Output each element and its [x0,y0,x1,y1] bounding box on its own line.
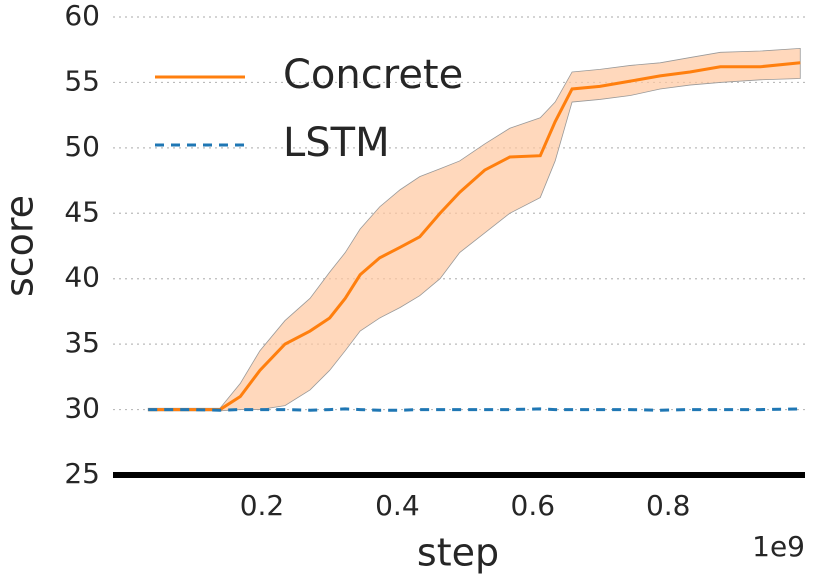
x-axis-label: step [417,531,499,575]
x-tick-label: 0.6 [511,489,556,522]
y-tick-label: 55 [64,64,100,97]
y-tick-label: 50 [64,130,100,163]
band [147,47,801,412]
legend-label: LSTM [283,120,390,166]
y-tick-label: 25 [64,457,100,490]
y-tick-label: 30 [64,392,100,425]
line [148,407,801,412]
y-tick-label: 40 [64,261,100,294]
legend-label: Concrete [283,52,463,98]
y-tick-label: 60 [64,0,100,32]
x-tick-label: 0.4 [375,489,420,522]
x-tick-label: 0.2 [240,489,285,522]
y-tick-label: 45 [64,195,100,228]
y-tick-label: 35 [64,326,100,359]
x-offset-label: 1e9 [752,530,805,563]
line [148,61,801,412]
y-axis-label: score [0,195,42,297]
x-tick-label: 0.8 [646,489,691,522]
